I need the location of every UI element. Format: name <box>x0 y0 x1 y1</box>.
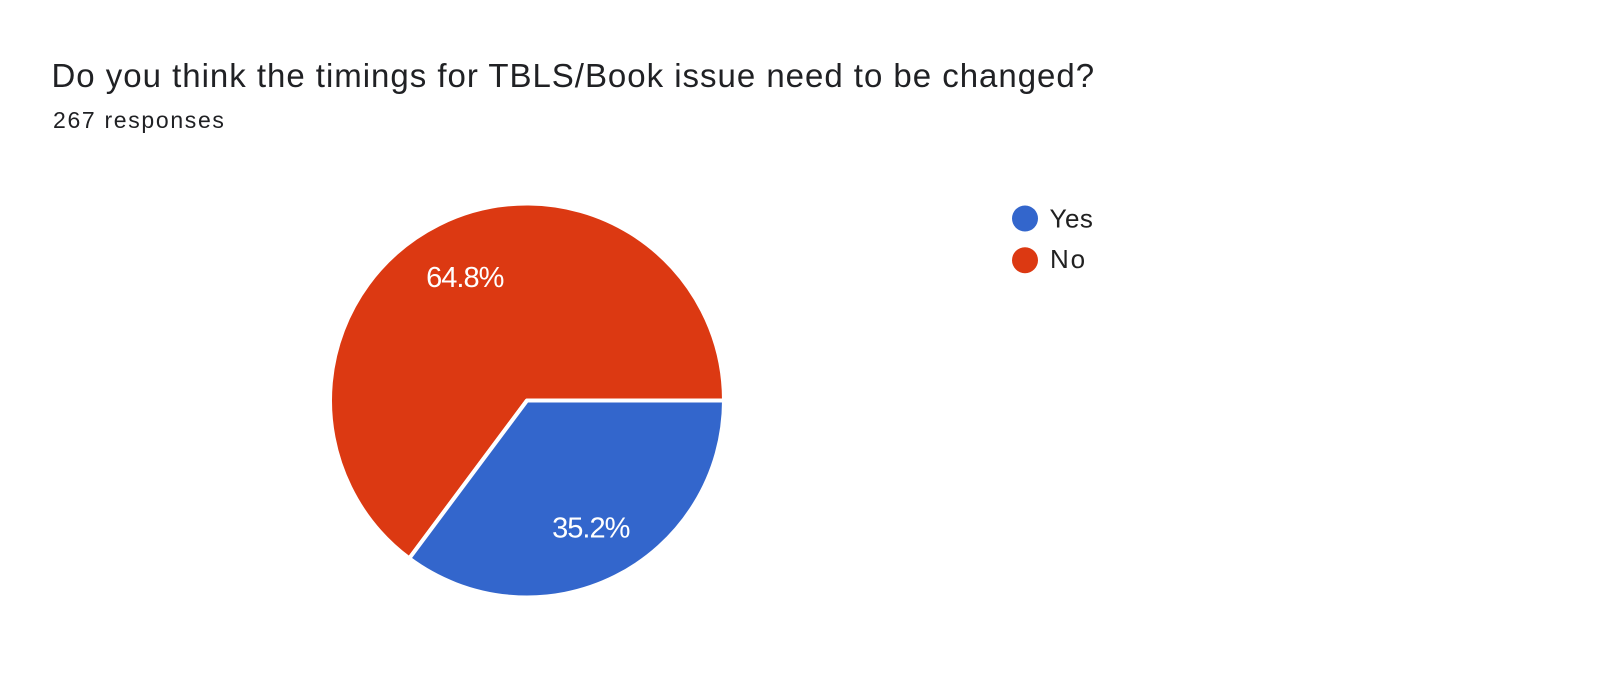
svg-text:No: No <box>1050 244 1087 274</box>
svg-text:35.2%: 35.2% <box>552 513 629 545</box>
svg-text:Yes: Yes <box>1050 203 1094 233</box>
svg-text:64.8%: 64.8% <box>426 262 503 294</box>
